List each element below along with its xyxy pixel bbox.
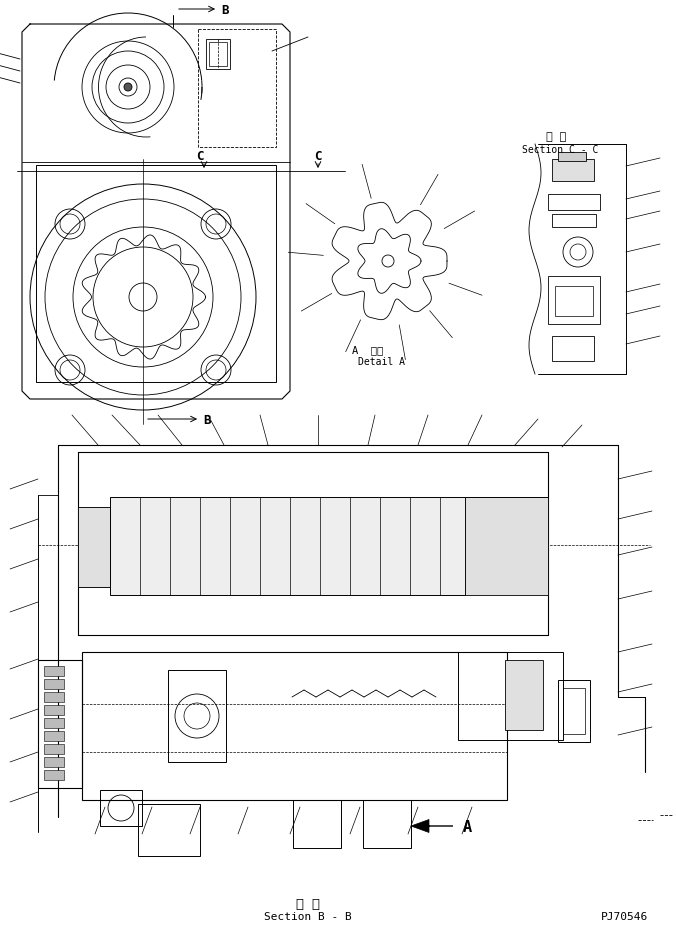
Bar [198, 30, 276, 148]
Text: C: C [196, 149, 203, 162]
Bar [44, 692, 64, 702]
Bar [552, 160, 594, 182]
Bar [168, 670, 226, 762]
Bar [82, 652, 507, 801]
Bar [44, 680, 64, 689]
Bar [78, 508, 110, 587]
Bar [100, 790, 142, 826]
Bar [36, 166, 276, 382]
Text: Section B - B: Section B - B [264, 911, 352, 921]
Bar [44, 744, 64, 754]
Bar [44, 718, 64, 728]
Bar [44, 666, 64, 676]
Text: A: A [463, 819, 472, 834]
Bar [110, 497, 465, 596]
Bar [552, 215, 596, 228]
Bar [44, 732, 64, 741]
Bar [44, 757, 64, 767]
Text: Section C - C: Section C - C [522, 144, 598, 155]
Bar [293, 801, 341, 848]
Bar [505, 660, 543, 731]
Bar [563, 688, 585, 734]
Bar [44, 705, 64, 716]
Text: C: C [314, 149, 322, 162]
Text: 断 面: 断 面 [546, 132, 566, 142]
Text: 断 面: 断 面 [296, 897, 320, 909]
Bar [558, 681, 590, 742]
Bar [209, 43, 227, 67]
Bar [363, 801, 411, 848]
Circle shape [124, 84, 132, 92]
Bar [552, 337, 594, 362]
Bar [558, 153, 586, 161]
Bar [548, 194, 600, 211]
Bar [206, 40, 230, 70]
Bar [548, 277, 600, 325]
Bar [44, 770, 64, 780]
Bar [555, 287, 593, 316]
Bar [138, 804, 200, 856]
Text: PJ70546: PJ70546 [601, 911, 648, 921]
Text: Detail A: Detail A [358, 357, 405, 366]
Bar [458, 652, 563, 740]
FancyArrow shape [411, 819, 453, 833]
Text: A  詳細: A 詳細 [352, 345, 383, 355]
Text: B: B [221, 4, 228, 16]
Text: B: B [203, 413, 210, 426]
Bar [465, 497, 548, 596]
Bar [38, 660, 82, 788]
